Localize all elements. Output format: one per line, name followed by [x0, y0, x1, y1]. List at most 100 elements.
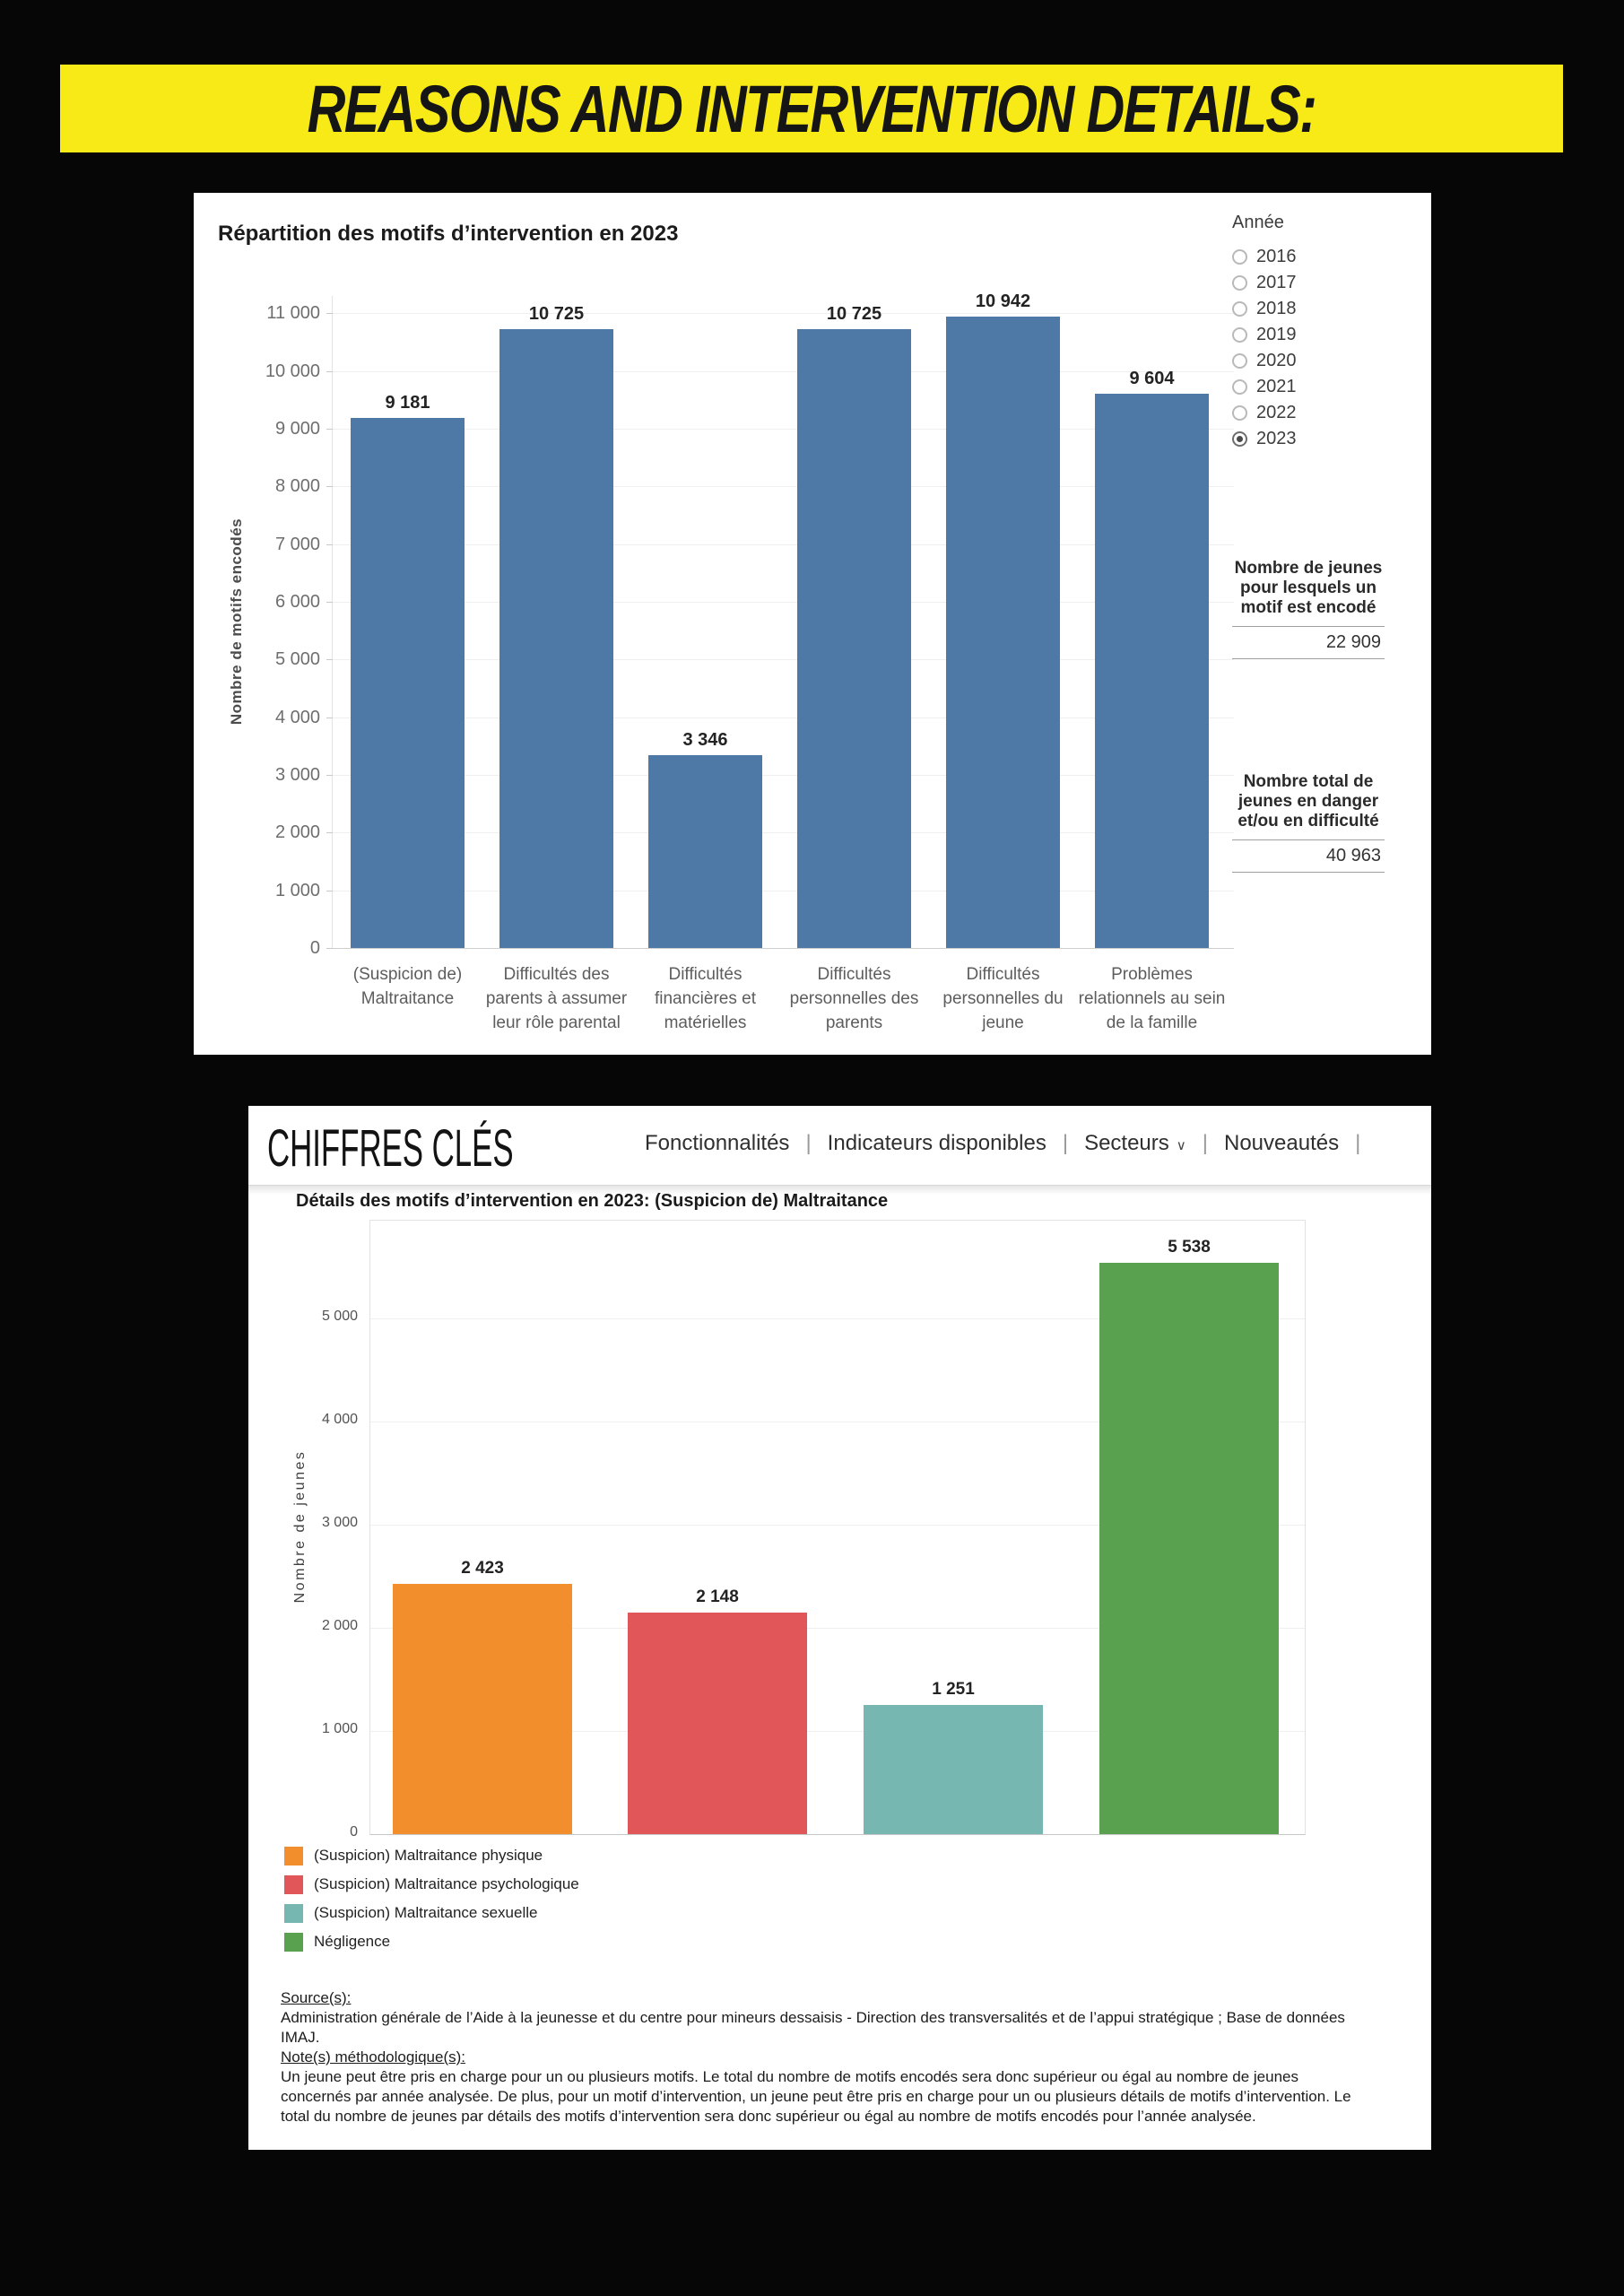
- stat-value: 22 909: [1232, 626, 1385, 659]
- y-axis-tick-label: 11 000: [266, 303, 320, 324]
- radio-button-icon: [1232, 431, 1247, 447]
- year-option-label: 2021: [1256, 377, 1297, 396]
- stat-block-motif-encode: Nombre de jeunes pour lesquels un motif …: [1232, 559, 1385, 659]
- y-axis-tick-label: 1 000: [274, 880, 320, 900]
- nav-item-nouveaut-s[interactable]: Nouveautés: [1224, 1131, 1339, 1156]
- legend-item-label: Négligence: [314, 1933, 391, 1950]
- header-shadow: [248, 1186, 1431, 1195]
- year-option-label: 2016: [1256, 247, 1297, 266]
- gridline: [333, 313, 1234, 315]
- chart-panel-repartition: Répartition des motifs d’intervention en…: [194, 193, 1431, 1055]
- year-filter: Année 2016 2017 2018 2019 2020 2021 2022 2023: [1232, 213, 1420, 452]
- year-option-2016[interactable]: 2016: [1232, 244, 1420, 270]
- bar[interactable]: [1099, 1263, 1279, 1834]
- gridline: [370, 1628, 1305, 1630]
- bar-value-label: 9 604: [1129, 369, 1175, 389]
- legend-color-swatch: [284, 1874, 303, 1894]
- legend-color-swatch: [284, 1846, 303, 1866]
- bar-value-label: 2 423: [461, 1559, 504, 1578]
- bar[interactable]: [864, 1705, 1043, 1834]
- y-axis-tick: [326, 370, 333, 372]
- radio-button-icon: [1232, 249, 1247, 265]
- y-axis-tick: [326, 486, 333, 488]
- chart-panel-details: CHIFFRES CLÉS Fonctionnalités | Indicateur…: [248, 1106, 1431, 2150]
- notes-heading: Note(s) méthodologique(s):: [281, 2048, 465, 2066]
- gridline: [370, 1731, 1305, 1733]
- nav-item-secteurs[interactable]: Secteurs ∨: [1084, 1131, 1186, 1156]
- chart2-title: Détails des motifs d’intervention en 202…: [296, 1191, 889, 1211]
- y-axis-tick: [326, 428, 333, 430]
- year-option-label: 2017: [1256, 273, 1297, 292]
- radio-button-icon: [1232, 275, 1247, 291]
- bar[interactable]: [499, 328, 613, 948]
- bar[interactable]: [648, 754, 762, 948]
- year-option-2020[interactable]: 2020: [1232, 348, 1420, 374]
- year-option-2022[interactable]: 2022: [1232, 400, 1420, 426]
- y-axis-tick-label: 9 000: [274, 418, 320, 439]
- year-option-2019[interactable]: 2019: [1232, 322, 1420, 348]
- legend-item[interactable]: Négligence: [284, 1927, 579, 1956]
- year-option-label: 2022: [1256, 403, 1297, 422]
- bar[interactable]: [351, 418, 465, 948]
- y-axis-tick: [326, 774, 333, 776]
- legend-item[interactable]: (Suspicion) Maltraitance psychologique: [284, 1870, 579, 1899]
- gridline: [333, 601, 1234, 603]
- legend-item[interactable]: (Suspicion) Maltraitance physique: [284, 1841, 579, 1870]
- bar[interactable]: [1095, 394, 1209, 948]
- source-heading: Source(s):: [281, 1989, 352, 2006]
- nav-item-fonctionnalit-s[interactable]: Fonctionnalités: [645, 1131, 789, 1156]
- x-axis-category-label: Difficultés personnelles des parents: [789, 965, 919, 1032]
- bar-value-label: 1 251: [932, 1680, 975, 1700]
- x-axis-category-label: Difficultés financières et matérielles: [654, 965, 756, 1032]
- year-option-2017[interactable]: 2017: [1232, 270, 1420, 296]
- bar[interactable]: [628, 1613, 807, 1834]
- y-axis-tick-label: 3 000: [321, 1515, 358, 1531]
- nav-separator: |: [1202, 1131, 1208, 1155]
- stat-label: Nombre total de jeunes en danger et/ou e…: [1238, 772, 1379, 831]
- y-axis-tick-label: 0: [350, 1824, 358, 1839]
- year-option-2023[interactable]: 2023: [1232, 426, 1420, 452]
- radio-button-icon: [1232, 379, 1247, 395]
- chart1-title: Répartition des motifs d’intervention en…: [218, 222, 679, 246]
- y-axis-tick-label: 3 000: [274, 764, 320, 785]
- nav-item-indicateurs-disponibles[interactable]: Indicateurs disponibles: [828, 1131, 1046, 1156]
- radio-button-icon: [1232, 353, 1247, 369]
- site-header: CHIFFRES CLÉS Fonctionnalités | Indicateur…: [248, 1106, 1431, 1186]
- x-axis-category-label: Difficultés des parents à assumer leur r…: [485, 965, 628, 1032]
- bar[interactable]: [946, 317, 1060, 948]
- stat-value: 40 963: [1232, 839, 1385, 873]
- gridline: [333, 370, 1234, 372]
- stat-label: Nombre de jeunes pour lesquels un motif …: [1234, 559, 1383, 617]
- bar-value-label: 10 725: [528, 303, 585, 324]
- year-filter-title: Année: [1232, 213, 1284, 232]
- gridline: [370, 1318, 1305, 1320]
- y-axis-tick-label: 8 000: [274, 476, 320, 497]
- source-notes: Source(s): Administration générale de l’…: [281, 1988, 1366, 2126]
- y-axis-tick-label: 1 000: [321, 1721, 358, 1737]
- gridline: [333, 544, 1234, 545]
- y-axis-tick: [326, 313, 333, 315]
- x-axis-category-label: (Suspicion de) Maltraitance: [352, 965, 463, 1008]
- chart2-plot-area: 0 1 000 2 000 3 000 4 000 5 000 2 423 2 148 1 25…: [322, 1220, 1306, 1839]
- y-axis-tick-label: 6 000: [274, 591, 320, 612]
- nav-item-label: Nouveautés: [1224, 1131, 1340, 1155]
- y-axis-tick-label: 4 000: [321, 1412, 358, 1428]
- bar[interactable]: [797, 328, 911, 948]
- legend-color-swatch: [284, 1903, 303, 1923]
- legend-item-label: (Suspicion) Maltraitance physique: [314, 1847, 543, 1864]
- x-axis-category-label: Difficultés personnelles du jeune: [942, 965, 1064, 1032]
- year-option-2021[interactable]: 2021: [1232, 374, 1420, 400]
- nav-item-label: Indicateurs disponibles: [827, 1131, 1046, 1155]
- year-option-2018[interactable]: 2018: [1232, 296, 1420, 322]
- bar[interactable]: [393, 1584, 572, 1834]
- legend-color-swatch: [284, 1932, 303, 1952]
- year-option-label: 2023: [1256, 429, 1297, 448]
- bar-value-label: 2 148: [696, 1587, 739, 1607]
- year-option-label: 2020: [1256, 351, 1297, 370]
- y-axis-tick: [326, 601, 333, 603]
- legend-item[interactable]: (Suspicion) Maltraitance sexuelle: [284, 1899, 579, 1927]
- nav-separator: |: [1062, 1131, 1069, 1155]
- chart2-legend: (Suspicion) Maltraitance physique (Suspic…: [284, 1841, 579, 1956]
- y-axis-tick-label: 10 000: [265, 361, 320, 381]
- site-logo[interactable]: CHIFFRES CLÉS: [267, 1119, 514, 1178]
